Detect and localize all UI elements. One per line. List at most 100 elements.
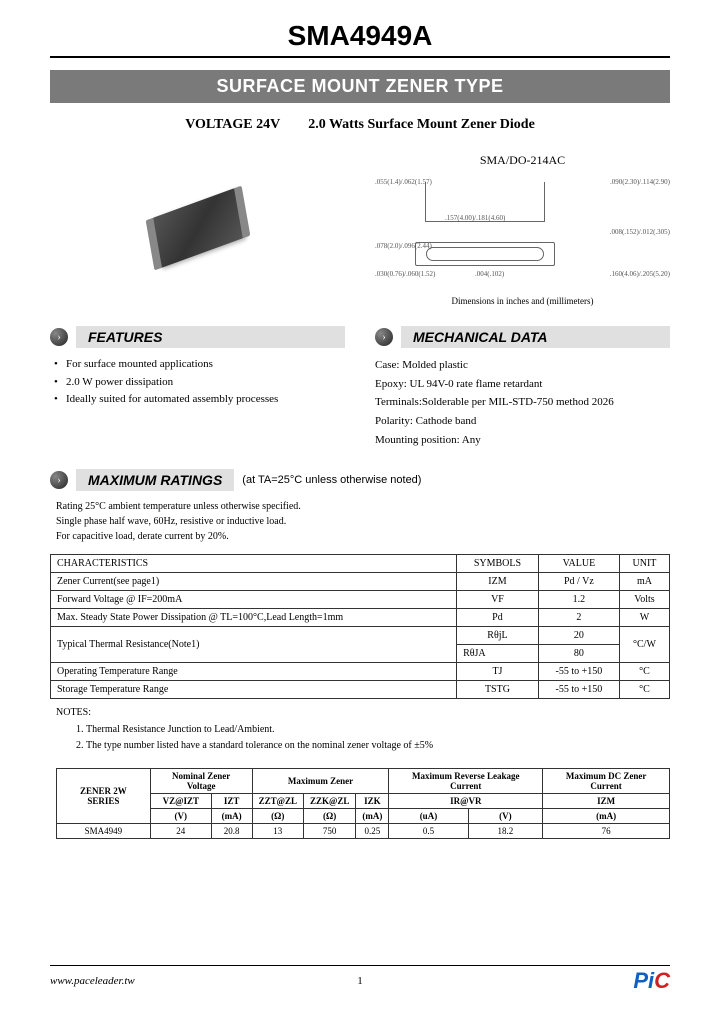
td: 76 xyxy=(543,824,670,839)
th: CHARACTERISTICS xyxy=(51,555,457,573)
drawing-box: .055(1.4)/.062(1.57) .090(2.30)/.114(2.9… xyxy=(375,172,670,292)
td: 2 xyxy=(538,609,619,627)
subtitle-bar: SURFACE MOUNT ZENER TYPE xyxy=(50,70,670,103)
td: VF xyxy=(457,591,539,609)
table-header-row: CHARACTERISTICS SYMBOLS VALUE UNIT xyxy=(51,555,670,573)
table-row: SMA4949 24 20.8 13 750 0.25 0.5 18.2 76 xyxy=(57,824,670,839)
chip-graphic xyxy=(151,188,244,269)
td: Volts xyxy=(619,591,669,609)
mechanical-title: MECHANICAL DATA xyxy=(401,326,670,348)
th: (Ω) xyxy=(252,809,303,824)
dim-text: .008(.152)/.012(.305) xyxy=(610,228,670,236)
ratings-table: CHARACTERISTICS SYMBOLS VALUE UNIT Zener… xyxy=(50,554,670,699)
title-rule xyxy=(50,56,670,58)
td: °C/W xyxy=(619,627,669,663)
th: Maximum Reverse Leakage Current xyxy=(389,769,543,794)
td: 20 xyxy=(538,627,619,645)
two-column-section: › FEATURES For surface mounted applicati… xyxy=(50,326,670,449)
mechanical-drawing: SMA/DO-214AC .055(1.4)/.062(1.57) .090(2… xyxy=(375,153,670,306)
feature-item: For surface mounted applications xyxy=(66,356,345,374)
td: Typical Thermal Resistance(Note1) xyxy=(51,627,457,663)
th: IZT xyxy=(211,794,252,809)
table-row: Forward Voltage @ IF=200mAVF1.2Volts xyxy=(51,591,670,609)
td: Pd xyxy=(457,609,539,627)
td: mA xyxy=(619,573,669,591)
table-row: Storage Temperature RangeTSTG-55 to +150… xyxy=(51,681,670,699)
th: (V) xyxy=(468,809,543,824)
td: 1.2 xyxy=(538,591,619,609)
dim-text: .160(4.06)/.205(5.20) xyxy=(610,270,670,278)
package-image xyxy=(50,153,345,303)
notes-block: NOTES: Thermal Resistance Junction to Le… xyxy=(56,707,670,754)
th: (V) xyxy=(150,809,211,824)
td: 20.8 xyxy=(211,824,252,839)
mech-line: Case: Molded plastic xyxy=(375,356,670,375)
drawing-side-view xyxy=(415,242,555,266)
td: °C xyxy=(619,681,669,699)
th: (mA) xyxy=(356,809,389,824)
td: Operating Temperature Range xyxy=(51,663,457,681)
td: 0.25 xyxy=(356,824,389,839)
td: Max. Steady State Power Dissipation @ TL… xyxy=(51,609,457,627)
th: VZ@IZT xyxy=(150,794,211,809)
mech-line: Epoxy: UL 94V-0 rate flame retardant xyxy=(375,375,670,394)
table-row: Max. Steady State Power Dissipation @ TL… xyxy=(51,609,670,627)
td: -55 to +150 xyxy=(538,663,619,681)
footer-url: www.paceleader.tw xyxy=(50,975,135,987)
td: 24 xyxy=(150,824,211,839)
feature-item: Ideally suited for automated assembly pr… xyxy=(66,391,345,409)
logo: PiC xyxy=(633,968,670,994)
th: UNIT xyxy=(619,555,669,573)
arrow-icon: › xyxy=(375,328,393,346)
mech-line: Mounting position: Any xyxy=(375,431,670,450)
note-item: The type number listed have a standard t… xyxy=(86,738,670,754)
mech-line: Terminals:Solderable per MIL-STD-750 met… xyxy=(375,393,670,412)
td: W xyxy=(619,609,669,627)
features-list: For surface mounted applications 2.0 W p… xyxy=(50,356,345,409)
mechanical-data: Case: Molded plastic Epoxy: UL 94V-0 rat… xyxy=(375,356,670,449)
features-title: FEATURES xyxy=(76,326,345,348)
features-column: › FEATURES For surface mounted applicati… xyxy=(50,326,345,449)
table-row: ZENER 2W SERIES Nominal Zener Voltage Ma… xyxy=(57,769,670,794)
th: (mA) xyxy=(211,809,252,824)
ratings-pre-notes: Rating 25°C ambient temperature unless o… xyxy=(56,499,670,544)
mechanical-header: › MECHANICAL DATA xyxy=(375,326,670,348)
max-ratings-title: MAXIMUM RATINGS xyxy=(76,469,234,491)
dim-text: .055(1.4)/.062(1.57) xyxy=(375,178,432,186)
page-footer: www.paceleader.tw 1 PiC xyxy=(50,965,670,994)
td: Pd / Vz xyxy=(538,573,619,591)
td: 80 xyxy=(538,645,619,663)
td: Forward Voltage @ IF=200mA xyxy=(51,591,457,609)
dim-text: .090(2.30)/.114(2.90) xyxy=(610,178,670,186)
td: -55 to +150 xyxy=(538,681,619,699)
notes-label: NOTES: xyxy=(56,707,670,718)
features-header: › FEATURES xyxy=(50,326,345,348)
arrow-icon: › xyxy=(50,328,68,346)
th: IR@VR xyxy=(389,794,543,809)
table-row: Operating Temperature RangeTJ-55 to +150… xyxy=(51,663,670,681)
note-item: Thermal Resistance Junction to Lead/Ambi… xyxy=(86,722,670,738)
td: °C xyxy=(619,663,669,681)
td: Zener Current(see page1) xyxy=(51,573,457,591)
th: SYMBOLS xyxy=(457,555,539,573)
logo-red: C xyxy=(654,968,670,993)
dim-text: .157(4.00)/.181(4.60) xyxy=(445,214,505,222)
th: VALUE xyxy=(538,555,619,573)
th: Maximum DC Zener Current xyxy=(543,769,670,794)
mech-line: Polarity: Cathode band xyxy=(375,412,670,431)
max-ratings-header: › MAXIMUM RATINGS (at TA=25°C unless oth… xyxy=(50,469,670,491)
dim-text: .078(2.0)/.096(2.44) xyxy=(375,242,432,250)
page-number: 1 xyxy=(357,975,363,987)
pre-note: For capacitive load, derate current by 2… xyxy=(56,529,670,544)
voltage-line: VOLTAGE 24V 2.0 Watts Surface Mount Zene… xyxy=(50,117,670,133)
arrow-icon: › xyxy=(50,471,68,489)
mechanical-column: › MECHANICAL DATA Case: Molded plastic E… xyxy=(375,326,670,449)
td: SMA4949 xyxy=(57,824,151,839)
td: Storage Temperature Range xyxy=(51,681,457,699)
pre-note: Single phase half wave, 60Hz, resistive … xyxy=(56,514,670,529)
th: IZK xyxy=(356,794,389,809)
th: ZZT@ZL xyxy=(252,794,303,809)
th: (uA) xyxy=(389,809,468,824)
td: IZM xyxy=(457,573,539,591)
max-ratings-condition: (at TA=25°C unless otherwise noted) xyxy=(242,474,421,486)
